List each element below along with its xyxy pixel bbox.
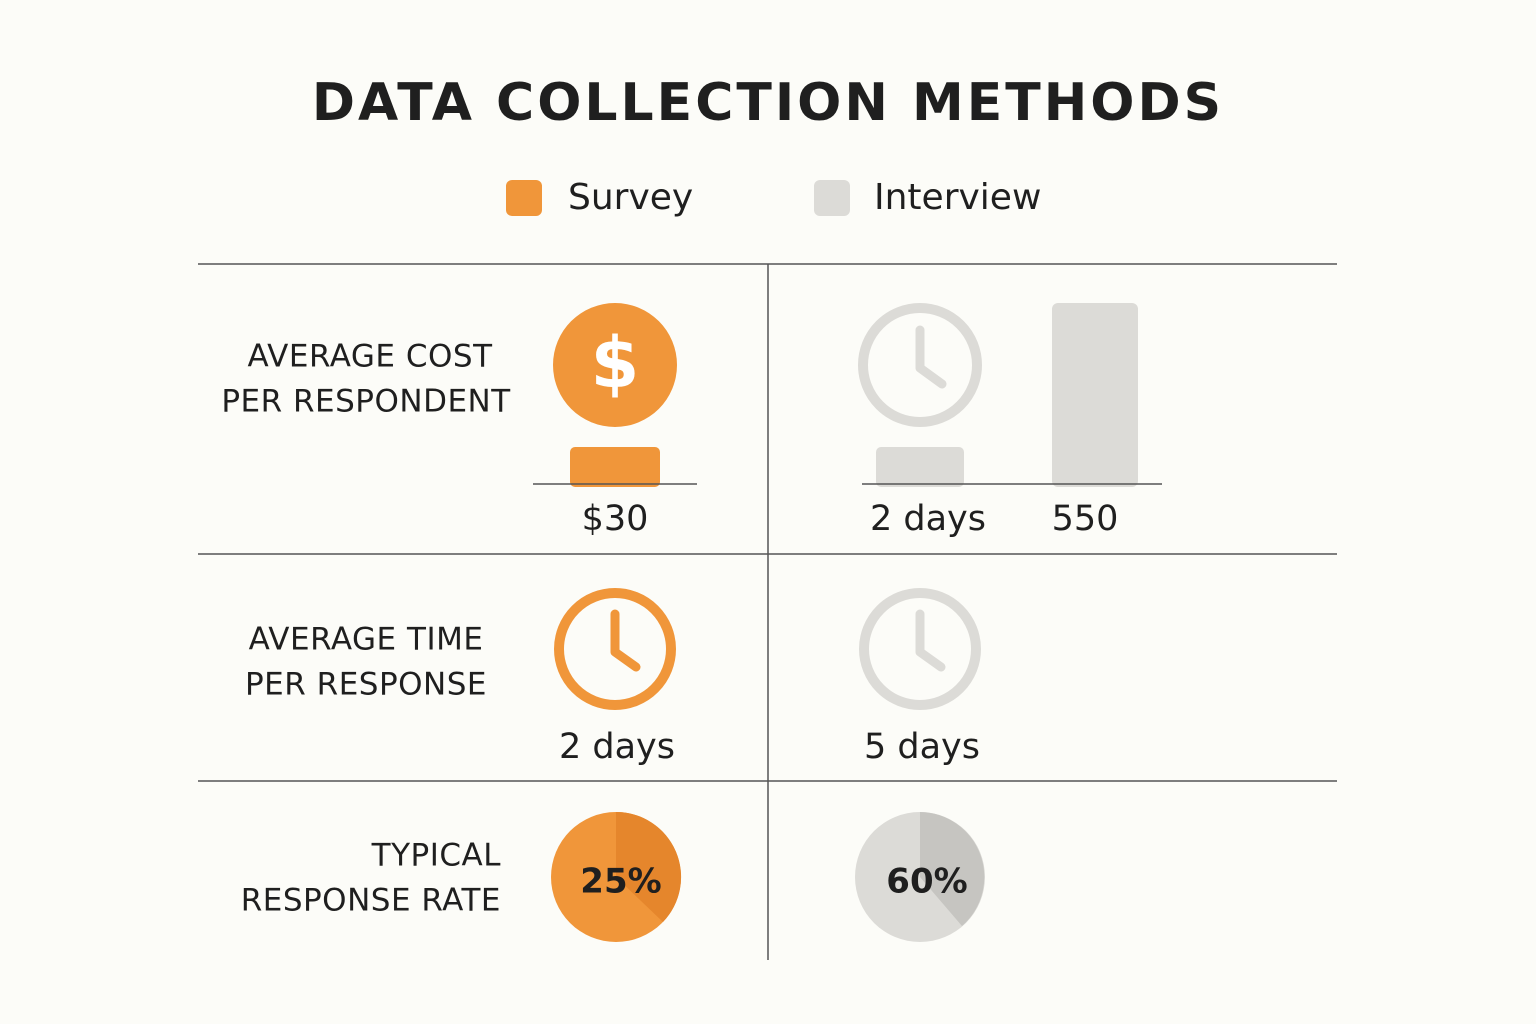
value: $30	[582, 499, 649, 539]
pie-wedge	[616, 811, 682, 922]
pie-wedge	[920, 812, 985, 926]
legend-label: Interview	[874, 177, 1041, 218]
clock-icon	[554, 588, 676, 710]
value: 2 days	[870, 499, 986, 539]
legend-label: Survey	[568, 177, 693, 218]
value: 5 days	[864, 727, 980, 767]
row-label: PER RESPONDENT	[221, 384, 511, 420]
row-label: AVERAGE TIME	[249, 622, 484, 658]
value: 550	[1052, 499, 1119, 539]
clock-hands	[915, 325, 947, 389]
bar	[876, 447, 964, 487]
value: 25%	[580, 862, 661, 902]
title: DATA COLLECTION METHODS	[312, 73, 1224, 133]
legend-swatch	[506, 180, 542, 216]
clock-hands	[610, 609, 641, 672]
bar	[1052, 303, 1138, 487]
row-label: AVERAGE COST	[247, 339, 493, 375]
legend-swatch	[814, 180, 850, 216]
value: 2 days	[559, 727, 675, 767]
dollar-icon	[553, 303, 677, 427]
bar	[570, 447, 660, 487]
value: 60%	[886, 862, 967, 902]
clock-icon	[859, 588, 981, 710]
clock-hands	[915, 609, 946, 672]
clock-icon	[858, 303, 982, 427]
row-label: RESPONSE RATE	[241, 883, 501, 919]
dollar-sign: $	[591, 322, 640, 404]
row-label: PER RESPONSE	[245, 667, 487, 703]
row-label: TYPICAL	[371, 838, 502, 874]
